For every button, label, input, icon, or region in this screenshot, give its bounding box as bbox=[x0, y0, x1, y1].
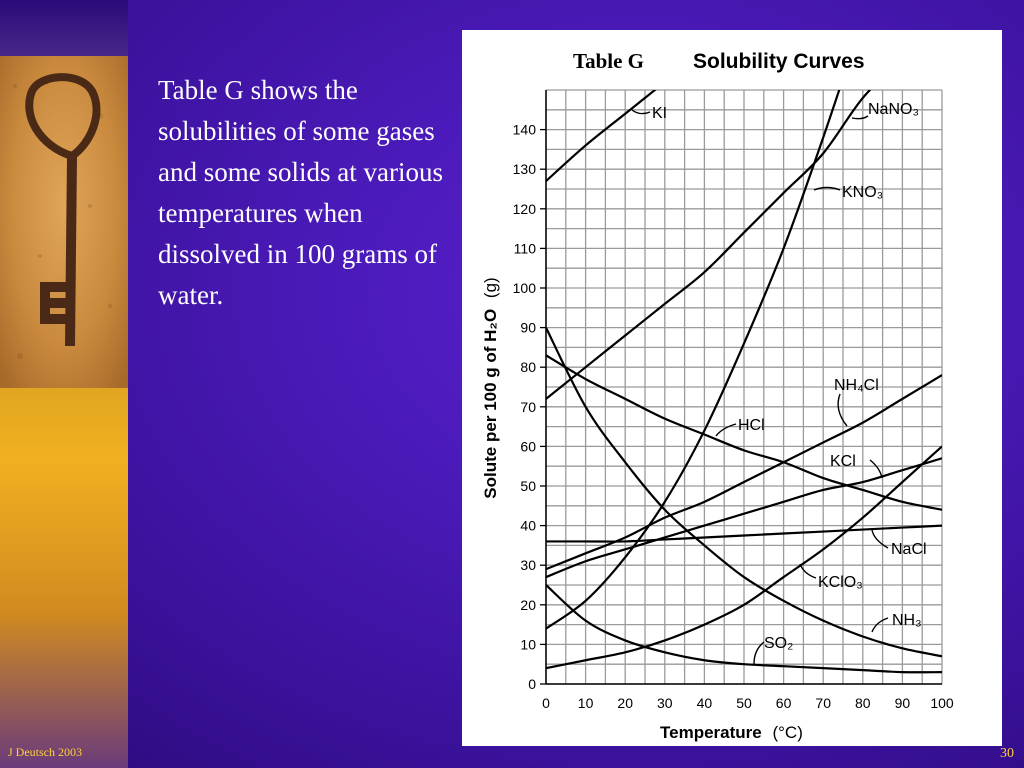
footer-credit: J Deutsch 2003 bbox=[8, 745, 82, 759]
y-tick-label: 110 bbox=[514, 240, 537, 256]
x-tick-label: 0 bbox=[542, 695, 550, 711]
series-line-ki bbox=[546, 90, 657, 182]
y-tick-label: 40 bbox=[520, 518, 536, 534]
chart-title-solubility: Solubility Curves bbox=[693, 50, 865, 73]
leader-line-so2 bbox=[753, 641, 765, 665]
y-tick-label: 140 bbox=[513, 122, 537, 138]
series-label-nacl: NaCl bbox=[891, 541, 927, 558]
leader-line-ki bbox=[631, 109, 651, 115]
series-line-hcl bbox=[546, 354, 942, 511]
page-number: 30 bbox=[1000, 746, 1014, 761]
series-line-nacl bbox=[546, 524, 942, 543]
x-tick-label: 90 bbox=[895, 695, 911, 711]
series-label-ki: KI bbox=[652, 105, 667, 122]
y-tick-label: 130 bbox=[513, 161, 537, 177]
x-tick-label: 50 bbox=[736, 695, 752, 711]
series-label-kclo3: KClO₃ bbox=[818, 574, 863, 591]
series-line-so2 bbox=[546, 584, 942, 674]
leader-line-nacl bbox=[871, 529, 889, 549]
leader-line-kclo3 bbox=[799, 563, 817, 579]
y-tick-label: 120 bbox=[513, 201, 537, 217]
y-tick-label: 100 bbox=[513, 280, 537, 296]
series-label-nh3: NH₃ bbox=[892, 612, 922, 629]
solubility-chart-panel: Table G Solubility Curves 0 10 20 30 40 50 60 7… bbox=[462, 30, 1002, 746]
y-tick-label: 30 bbox=[520, 557, 536, 573]
series-label-hcl: HCl bbox=[738, 417, 765, 434]
series-line-nano3 bbox=[546, 90, 872, 400]
series-label-so2: SO₂ bbox=[764, 635, 793, 652]
y-axis-label-unit: (g) bbox=[481, 277, 500, 298]
y-tick-label: 70 bbox=[520, 399, 536, 415]
solubility-chart: Table G Solubility Curves 0 10 20 30 40 50 60 7… bbox=[481, 49, 954, 742]
key-photo bbox=[0, 56, 128, 388]
y-tick-label: 10 bbox=[520, 636, 536, 652]
key-image bbox=[0, 56, 128, 388]
x-tick-label: 20 bbox=[617, 695, 633, 711]
slide-body-text: Table G shows the solubilities of some g… bbox=[158, 75, 443, 310]
x-tick-label: 40 bbox=[697, 695, 713, 711]
y-tick-label: 90 bbox=[520, 320, 536, 336]
leader-line-kcl bbox=[869, 459, 883, 479]
x-tick-label: 70 bbox=[815, 695, 831, 711]
x-tick-label: 10 bbox=[578, 695, 594, 711]
x-tick-label: 80 bbox=[855, 695, 871, 711]
series-line-kcl bbox=[546, 457, 942, 579]
series-line-nh3 bbox=[546, 327, 942, 658]
leader-line-nano3 bbox=[851, 115, 869, 120]
y-tick-label: 60 bbox=[520, 438, 536, 454]
x-tick-label: 60 bbox=[776, 695, 792, 711]
series-label-kcl: KCl bbox=[830, 453, 856, 470]
y-axis-label-text: Solute per 100 g of H₂O bbox=[481, 309, 500, 499]
x-axis-label-text: Temperature bbox=[660, 723, 762, 742]
series-line-kclo3 bbox=[546, 445, 942, 670]
x-tick-label: 30 bbox=[657, 695, 673, 711]
leader-line-nh3 bbox=[871, 617, 889, 633]
y-tick-label: 50 bbox=[520, 478, 536, 494]
series-label-nh4cl: NH₄Cl bbox=[834, 377, 879, 394]
y-axis-label: Solute per 100 g of H₂O (g) bbox=[481, 277, 500, 498]
series-label-kno3: KNO₃ bbox=[842, 184, 883, 201]
leader-line-hcl bbox=[715, 423, 737, 437]
y-tick-label: 80 bbox=[520, 359, 536, 375]
x-axis-label: Temperature (°C) bbox=[660, 723, 803, 742]
x-axis-label-unit: (°C) bbox=[772, 723, 802, 742]
y-tick-label: 20 bbox=[520, 597, 536, 613]
chart-title-table: Table G bbox=[573, 49, 644, 73]
y-tick-label: 0 bbox=[528, 676, 536, 692]
series-label-nano3: NaNO₃ bbox=[868, 101, 919, 118]
x-tick-label: 100 bbox=[930, 695, 954, 711]
leader-line-nh4cl bbox=[837, 393, 848, 427]
leader-line-kno3 bbox=[813, 186, 841, 191]
series-line-kno3 bbox=[546, 90, 841, 630]
